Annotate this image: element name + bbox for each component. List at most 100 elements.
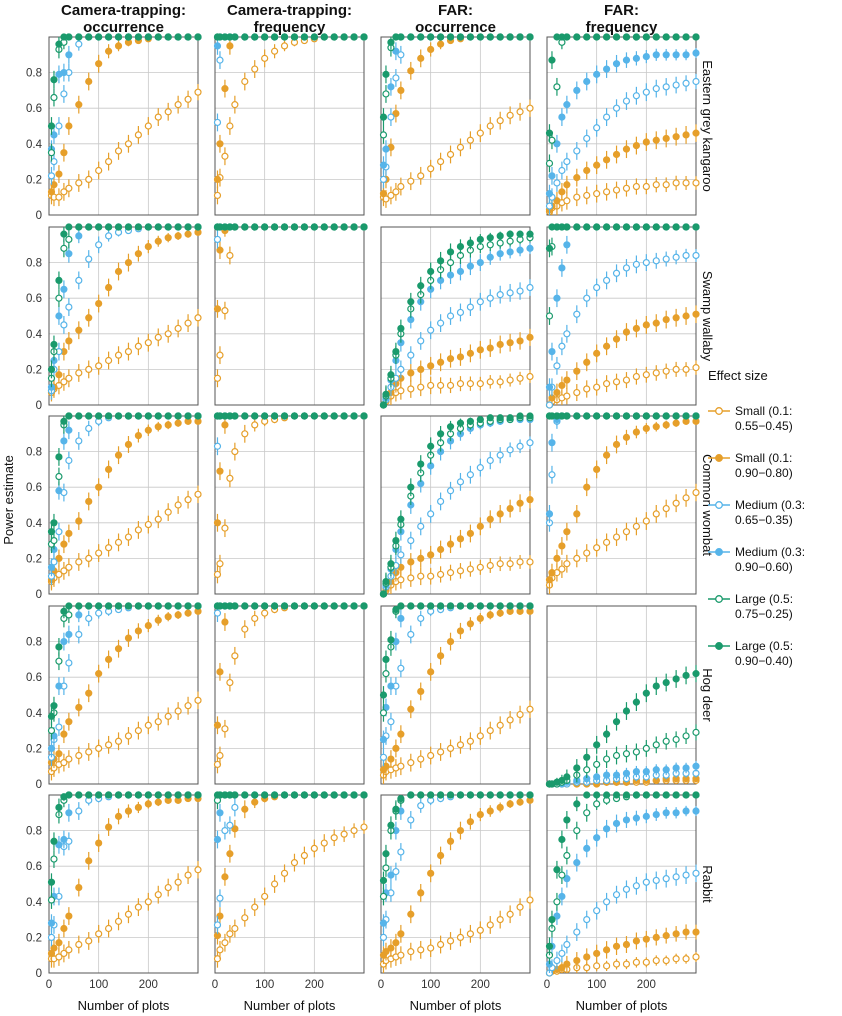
data-point <box>154 423 162 431</box>
data-point <box>672 764 680 772</box>
data-point <box>104 544 113 552</box>
data-point <box>593 33 601 41</box>
data-point <box>216 809 224 817</box>
data-point <box>50 702 58 710</box>
data-point <box>476 346 484 354</box>
data-point <box>47 122 56 130</box>
data-point <box>563 875 571 883</box>
data-point <box>50 837 58 845</box>
data-point <box>65 602 73 610</box>
data-point <box>692 807 700 815</box>
data-point <box>652 766 660 774</box>
data-point <box>397 324 405 333</box>
data-point <box>85 937 93 945</box>
data-point <box>387 871 395 879</box>
data-point <box>545 401 554 409</box>
data-point <box>682 732 690 740</box>
data-point <box>55 803 63 812</box>
data-point <box>330 33 338 41</box>
data-point <box>379 190 388 198</box>
data-point <box>387 38 395 46</box>
panel-r1-c1 <box>213 223 368 406</box>
data-point <box>506 716 514 724</box>
data-point <box>194 88 202 96</box>
data-point <box>360 602 368 610</box>
data-point <box>407 759 415 767</box>
legend-label: 0.75−0.25) <box>735 607 793 621</box>
data-point <box>662 412 670 420</box>
data-point <box>476 298 484 306</box>
data-point <box>330 791 338 799</box>
data-point <box>104 158 113 166</box>
data-point <box>340 602 348 610</box>
data-point <box>446 355 455 363</box>
panel-r2-c2 <box>379 412 534 598</box>
data-point <box>622 145 631 153</box>
data-point <box>213 921 222 929</box>
data-point <box>75 611 83 619</box>
data-point <box>662 134 670 143</box>
data-point <box>612 791 621 799</box>
data-point <box>231 602 239 610</box>
data-point <box>271 47 279 55</box>
data-point <box>144 721 152 729</box>
data-point <box>95 223 103 231</box>
data-point <box>602 898 611 906</box>
data-point <box>446 540 455 548</box>
data-point <box>320 33 328 41</box>
data-point <box>682 251 690 260</box>
data-point <box>124 259 133 267</box>
data-point <box>476 129 484 137</box>
data-point <box>583 766 591 774</box>
data-point <box>213 570 222 579</box>
data-point <box>612 269 621 277</box>
data-point <box>340 791 348 799</box>
data-point <box>545 159 554 167</box>
data-point <box>593 412 601 420</box>
data-point <box>642 517 650 525</box>
data-point <box>85 412 93 420</box>
data-point <box>251 33 259 41</box>
data-point <box>602 730 611 738</box>
panel-frame <box>380 226 531 406</box>
data-point <box>174 611 182 619</box>
data-point <box>310 223 318 231</box>
data-point <box>407 369 415 377</box>
y-tick-label: 0 <box>36 400 42 412</box>
data-point <box>213 609 222 617</box>
data-point <box>60 285 68 293</box>
y-tick-label: 0.6 <box>26 482 42 494</box>
data-point <box>682 79 690 87</box>
data-point <box>124 33 133 41</box>
data-point <box>593 124 601 132</box>
data-point <box>144 800 152 808</box>
data-point <box>476 732 484 740</box>
data-point <box>387 191 395 200</box>
data-point <box>692 77 700 86</box>
data-point <box>379 175 388 183</box>
panel-frame <box>214 794 365 974</box>
data-point <box>379 691 388 699</box>
data-point <box>65 791 73 799</box>
data-point <box>47 365 56 373</box>
data-point <box>55 487 63 495</box>
data-point <box>231 825 239 833</box>
data-point <box>261 791 269 799</box>
data-point <box>231 652 239 660</box>
data-point <box>437 358 445 366</box>
data-point <box>216 351 224 359</box>
data-point <box>397 551 405 559</box>
data-point <box>360 412 368 420</box>
data-point <box>662 737 670 745</box>
data-point <box>174 101 182 109</box>
data-point <box>60 378 68 386</box>
data-point <box>407 602 415 610</box>
data-point <box>526 558 534 566</box>
data-point <box>417 172 425 180</box>
data-point <box>320 791 328 799</box>
data-point <box>682 494 690 502</box>
data-point <box>60 437 68 445</box>
data-point <box>466 239 474 247</box>
data-point <box>446 33 455 41</box>
data-point <box>55 723 63 731</box>
